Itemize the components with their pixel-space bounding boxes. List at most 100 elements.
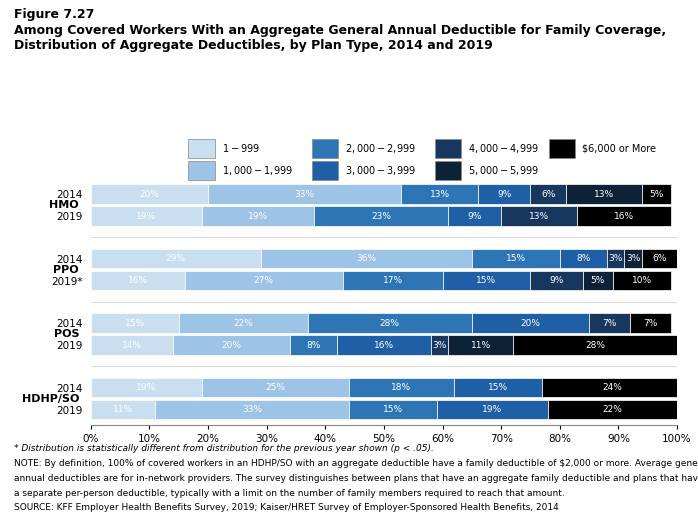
Text: 20%: 20% [140, 190, 159, 198]
Bar [91, 313, 179, 333]
Text: 14%: 14% [121, 341, 142, 350]
Text: 9%: 9% [497, 190, 511, 198]
Bar [91, 378, 202, 397]
Text: 15%: 15% [383, 405, 403, 414]
Text: 33%: 33% [242, 405, 262, 414]
FancyBboxPatch shape [436, 139, 461, 157]
Bar [343, 271, 443, 290]
Text: 28%: 28% [585, 341, 605, 350]
Text: 22%: 22% [602, 405, 623, 414]
Text: $4,000 - $4,999: $4,000 - $4,999 [468, 142, 540, 154]
Bar [530, 184, 565, 204]
Bar [308, 313, 472, 333]
Bar [431, 335, 448, 355]
Text: 16%: 16% [374, 341, 394, 350]
Bar [477, 184, 530, 204]
Bar [589, 313, 630, 333]
Bar [437, 400, 548, 419]
Bar [337, 335, 431, 355]
Text: 16%: 16% [614, 212, 634, 220]
Text: 3%: 3% [609, 254, 623, 263]
Bar [91, 206, 202, 226]
Text: 15%: 15% [506, 254, 526, 263]
Bar [91, 271, 184, 290]
Text: 19%: 19% [136, 383, 156, 392]
Text: $2,000 - $2,999: $2,000 - $2,999 [345, 142, 416, 154]
Text: 15%: 15% [125, 319, 144, 328]
Bar [630, 313, 671, 333]
Text: 28%: 28% [380, 319, 400, 328]
Bar [624, 249, 642, 268]
Text: 36%: 36% [356, 254, 376, 263]
Text: 15%: 15% [488, 383, 508, 392]
Bar [454, 378, 542, 397]
Text: 13%: 13% [429, 190, 450, 198]
Bar [290, 335, 337, 355]
Bar [443, 271, 530, 290]
Text: 8%: 8% [306, 341, 320, 350]
Bar [560, 249, 607, 268]
Text: * Distribution is statistically different from distribution for the previous yea: * Distribution is statistically differen… [14, 444, 434, 453]
Text: 5%: 5% [649, 190, 664, 198]
Text: 23%: 23% [371, 212, 391, 220]
Text: 7%: 7% [644, 319, 658, 328]
Bar [472, 249, 560, 268]
Text: Among Covered Workers With an Aggregate General Annual Deductible for Family Cov: Among Covered Workers With an Aggregate … [14, 24, 666, 37]
Text: 22%: 22% [233, 319, 253, 328]
FancyBboxPatch shape [436, 161, 461, 180]
Text: HMO: HMO [50, 200, 79, 210]
Bar [202, 206, 313, 226]
Bar [313, 206, 448, 226]
Text: $5,000 - $5,999: $5,000 - $5,999 [468, 164, 540, 176]
Bar [513, 335, 677, 355]
Bar [155, 400, 349, 419]
Text: 8%: 8% [576, 254, 591, 263]
Text: POS: POS [54, 329, 79, 339]
Bar [261, 249, 472, 268]
Text: 10%: 10% [632, 276, 652, 285]
Text: 9%: 9% [468, 212, 482, 220]
Bar [208, 184, 401, 204]
Text: 5%: 5% [591, 276, 605, 285]
Bar [530, 271, 584, 290]
Text: 9%: 9% [550, 276, 564, 285]
Bar [401, 184, 477, 204]
Bar [501, 206, 577, 226]
Bar [91, 249, 261, 268]
FancyBboxPatch shape [188, 161, 214, 180]
Text: $1 - $999: $1 - $999 [222, 142, 260, 154]
Text: 15%: 15% [477, 276, 496, 285]
Text: 17%: 17% [383, 276, 403, 285]
Text: 3%: 3% [433, 341, 447, 350]
Text: a separate per-person deductible, typically with a limit on the number of family: a separate per-person deductible, typica… [14, 489, 565, 498]
Text: $3,000 - $3,999: $3,000 - $3,999 [345, 164, 416, 176]
Text: 18%: 18% [392, 383, 412, 392]
Text: 20%: 20% [521, 319, 540, 328]
Text: NOTE: By definition, 100% of covered workers in an HDHP/SO with an aggregate ded: NOTE: By definition, 100% of covered wor… [14, 459, 698, 468]
Text: 6%: 6% [653, 254, 667, 263]
Text: 11%: 11% [470, 341, 491, 350]
Text: Distribution of Aggregate Deductibles, by Plan Type, 2014 and 2019: Distribution of Aggregate Deductibles, b… [14, 39, 493, 52]
Bar [565, 184, 642, 204]
Bar [577, 206, 671, 226]
Text: PPO: PPO [53, 265, 79, 275]
Bar [642, 184, 671, 204]
FancyBboxPatch shape [312, 139, 338, 157]
Text: 3%: 3% [626, 254, 640, 263]
Bar [202, 378, 349, 397]
Bar [184, 271, 343, 290]
Text: 33%: 33% [295, 190, 315, 198]
Text: 24%: 24% [602, 383, 623, 392]
Text: 7%: 7% [602, 319, 617, 328]
FancyBboxPatch shape [312, 161, 338, 180]
Text: SOURCE: KFF Employer Health Benefits Survey, 2019; Kaiser/HRET Survey of Employe: SOURCE: KFF Employer Health Benefits Sur… [14, 503, 558, 512]
Text: $1,000 - $1,999: $1,000 - $1,999 [222, 164, 292, 176]
FancyBboxPatch shape [188, 139, 214, 157]
Bar [179, 313, 308, 333]
Bar [91, 400, 155, 419]
Bar [349, 378, 454, 397]
Bar [613, 271, 671, 290]
Text: annual deductibles are for in-network providers. The survey distinguishes betwee: annual deductibles are for in-network pr… [14, 474, 698, 483]
Text: 19%: 19% [482, 405, 503, 414]
Text: 19%: 19% [248, 212, 268, 220]
